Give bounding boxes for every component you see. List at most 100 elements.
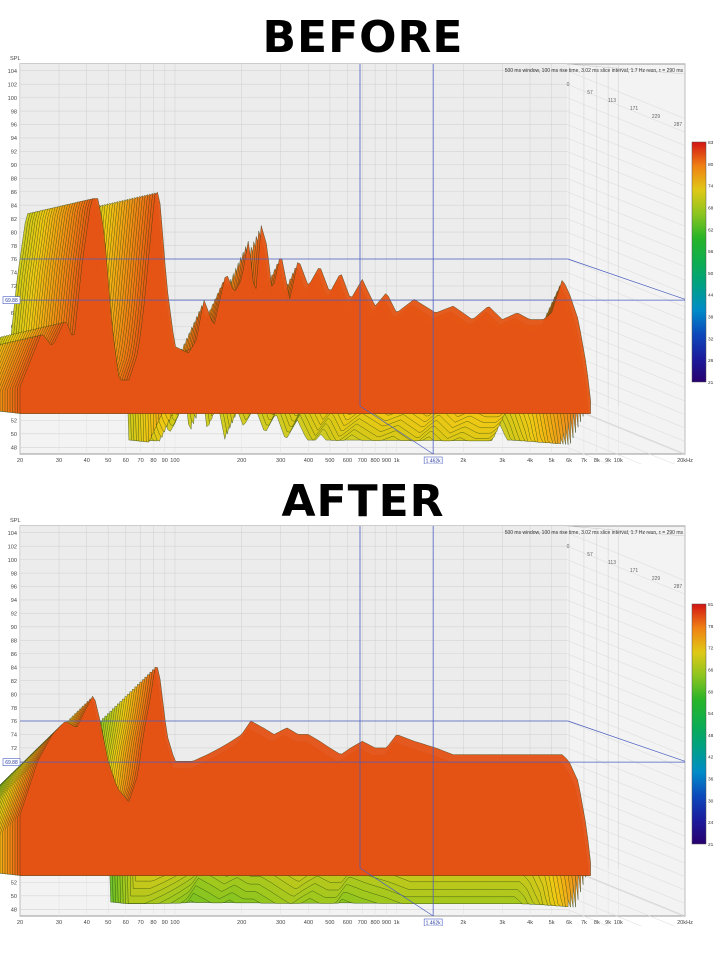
y-tick-label: 92 [11, 612, 17, 618]
x-tick-label: 800 [370, 920, 379, 926]
x-tick-label: 300 [276, 458, 285, 464]
grid-line-side [566, 774, 686, 824]
grid-line-side [566, 586, 686, 635]
y-tick-label: 74 [11, 271, 17, 277]
time-label: 171 [630, 106, 639, 112]
x-tick-label: 9k [605, 458, 611, 464]
x-tick-label: 9k [605, 920, 611, 926]
y-axis-label: SPL [10, 518, 21, 524]
color-bar: 81 78 72 66 60 54 48 42 36 30 24 21 [691, 602, 714, 848]
color-bar-tick: 38 [708, 315, 714, 321]
depth-line [566, 525, 686, 537]
cursor-freq-label: 1.462k [426, 920, 442, 926]
color-bar-tick: 54 [708, 711, 714, 717]
x-tick-label: 300 [276, 920, 285, 926]
color-bar-tick: 72 [708, 646, 714, 652]
x-tick-label: 400 [304, 920, 313, 926]
grid-line-side [566, 882, 686, 931]
depth-line [566, 63, 686, 75]
y-tick-label: 78 [11, 244, 17, 250]
x-tick-label: 70 [137, 920, 143, 926]
grid-line-side [566, 761, 686, 810]
grid-line-side [566, 97, 686, 146]
grid-line-side [566, 640, 686, 689]
y-tick-label: 102 [8, 544, 17, 550]
x-tick-label: 8k [594, 920, 600, 926]
grid-line-side [566, 868, 686, 918]
x-tick-label: 600 [343, 458, 352, 464]
grid-line-side [566, 666, 686, 716]
x-tick-label: 30 [56, 458, 62, 464]
y-tick-label: 104 [8, 531, 17, 537]
x-tick-label: 600 [343, 920, 352, 926]
y-tick-label: 74 [11, 733, 17, 739]
waterfall-plot-before[interactable]: 1041021009896949290888684828078767472706… [0, 54, 726, 496]
y-tick-label: 82 [11, 217, 17, 223]
x-tick-label: 8k [594, 458, 600, 464]
color-bar-tick: 21 [708, 842, 714, 848]
color-bar-tick: 30 [708, 798, 714, 804]
y-tick-label: 90 [11, 163, 17, 169]
y-tick-label: 88 [11, 639, 17, 645]
cursor-line-depth [567, 258, 686, 300]
grid-line-side [566, 312, 686, 362]
x-tick-label: 60 [123, 458, 129, 464]
y-tick-label: 94 [11, 136, 17, 142]
before-heading: BEFORE [262, 12, 464, 63]
x-tick-label: 40 [84, 920, 90, 926]
grid-line-side [566, 613, 686, 662]
cursor-spl-label: 69.88 [5, 760, 18, 766]
grid-line-side [566, 559, 686, 608]
color-bar-tick: 78 [708, 624, 714, 630]
x-tick-label: 2k [460, 920, 466, 926]
x-tick-label: 10k [614, 920, 623, 926]
x-tick-label: 900 [382, 458, 391, 464]
y-tick-label: 94 [11, 598, 17, 604]
time-label: 0 [567, 544, 570, 550]
x-tick-label: 40 [84, 458, 90, 464]
grid-line-side [566, 680, 686, 729]
y-tick-label: 84 [11, 203, 17, 209]
x-tick-label: 20 [17, 920, 23, 926]
y-tick-label: 50 [11, 432, 17, 438]
y-tick-label: 48 [11, 907, 17, 913]
grid-line-side [566, 545, 686, 595]
waterfall-svg: 1041021009896949290888684828078767472706… [0, 56, 714, 496]
x-tick-label: 3k [499, 458, 505, 464]
x-tick-label: 6k [566, 458, 572, 464]
grid-line-side [566, 406, 686, 456]
y-tick-label: 104 [8, 69, 17, 75]
x-tick-label: 200 [237, 458, 246, 464]
time-label: 57 [587, 90, 593, 96]
grid-line-side [566, 707, 686, 756]
grid-line-side [566, 352, 686, 402]
grid-line-side [566, 231, 686, 281]
y-tick-label: 96 [11, 585, 17, 591]
grid-line-side [566, 245, 686, 294]
grid-line-side [566, 218, 686, 267]
grid-line-side [566, 258, 686, 308]
grid-line-side [566, 734, 686, 783]
color-bar-gradient [691, 141, 707, 383]
time-labels: 0 57 113 171 229 287 [567, 82, 683, 128]
x-tick-label: 50 [105, 458, 111, 464]
x-tick-label: 70 [137, 458, 143, 464]
color-bar: 83 80 74 68 62 56 50 44 38 32 26 21 [691, 140, 714, 386]
grid-line-side [566, 299, 686, 348]
x-tick-label: 90 [162, 920, 168, 926]
x-tick-label: 80 [150, 920, 156, 926]
time-label: 113 [608, 98, 616, 104]
x-tick-label: 7k [581, 458, 587, 464]
color-bar-tick: 80 [708, 162, 714, 168]
grid-line-side [566, 814, 686, 864]
color-bar-tick: 50 [708, 271, 714, 277]
cursor-spl-box [2, 296, 21, 304]
grid-line-side [566, 420, 686, 469]
x-tick-label: 50 [105, 920, 111, 926]
grid-line-side [566, 626, 686, 676]
waterfall-plot-after[interactable]: 1041021009896949290888684828078767472706… [0, 516, 726, 958]
time-label: 113 [608, 560, 616, 566]
color-bar-tick: 48 [708, 733, 714, 739]
color-bar-tick: 36 [708, 777, 714, 783]
y-tick-label: 82 [11, 679, 17, 685]
